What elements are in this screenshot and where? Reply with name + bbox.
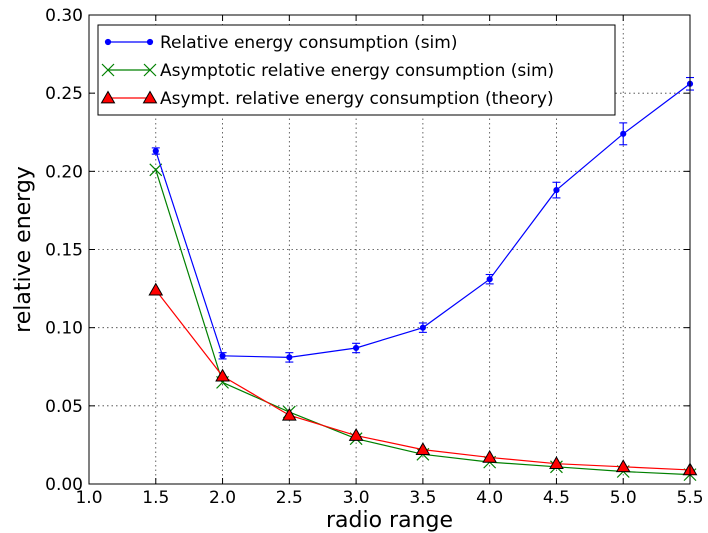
legend-label: Asymptotic relative energy consumption (… [160, 61, 554, 81]
x-tick-label: 5.5 [676, 488, 703, 508]
x-tick-label: 1.0 [75, 488, 102, 508]
legend: Relative energy consumption (sim) Asympto… [97, 24, 616, 116]
legend-marker [100, 90, 116, 104]
data-point [215, 368, 230, 382]
y-tick-label: 0.00 [45, 475, 83, 495]
legend-label: Asympt. relative energy consumption (the… [160, 89, 554, 109]
x-tick-label: 2.0 [209, 488, 236, 508]
data-point [486, 276, 493, 283]
data-point [348, 428, 364, 441]
data-point [415, 442, 431, 455]
y-axis-title: relative energy [11, 166, 36, 333]
legend-marker [142, 90, 158, 104]
data-point [219, 352, 226, 359]
x-tick-label: 4.5 [543, 488, 570, 508]
data-point [281, 407, 297, 421]
data-point [549, 456, 564, 470]
legend-box [97, 24, 616, 116]
x-tick-label: 3.0 [343, 488, 370, 508]
y-tick-label: 0.20 [45, 162, 83, 182]
data-point [148, 282, 164, 296]
axis-ticks [88, 14, 691, 485]
x-tick-label: 4.0 [476, 488, 503, 508]
legend-marker [146, 38, 154, 46]
legend-label: Relative energy consumption (sim) [160, 33, 457, 53]
data-point [615, 459, 631, 473]
x-tick-label: 2.5 [276, 488, 303, 508]
data-point [286, 354, 293, 361]
series-3 [148, 282, 698, 476]
y-tick-label: 0.05 [45, 397, 83, 417]
legend-marker [143, 63, 157, 77]
x-tick-label: 5.0 [610, 488, 637, 508]
y-tick-label: 0.30 [45, 6, 83, 26]
y-tick-label: 0.10 [45, 319, 83, 339]
tick-labels: 1.0 1.5 2.0 2.5 3.0 3.5 4.0 4.5 5.0 5.5 0.00 0.05 0.… [45, 6, 703, 508]
legend-marker [104, 38, 112, 46]
x-axis-title: radio range [326, 508, 453, 533]
data-point [482, 449, 498, 463]
x-tick-label: 1.5 [142, 488, 169, 508]
x-tick-label: 3.5 [409, 488, 436, 508]
legend-entry-3: Asympt. relative energy consumption (the… [100, 89, 554, 109]
legend-marker [101, 63, 115, 77]
y-tick-label: 0.25 [45, 84, 83, 104]
y-tick-label: 0.15 [45, 241, 83, 261]
legend-entry-1: Relative energy consumption (sim) [104, 33, 457, 53]
data-point [149, 163, 163, 177]
data-point [152, 147, 159, 155]
data-point [553, 186, 560, 194]
data-point [419, 324, 426, 331]
data-point [620, 130, 627, 137]
legend-entry-2: Asymptotic relative energy consumption (… [101, 61, 554, 81]
data-point [353, 344, 360, 352]
